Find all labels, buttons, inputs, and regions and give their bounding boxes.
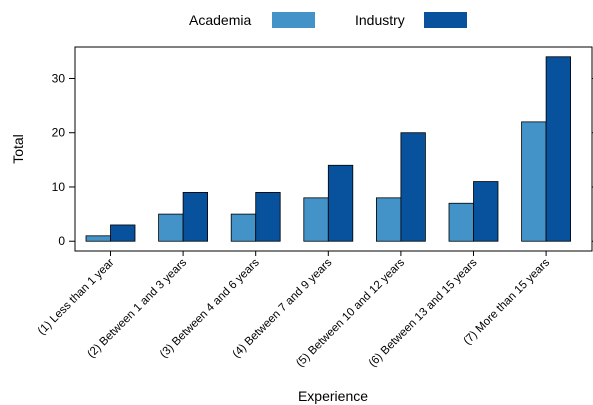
y-tick-label: 20 [52, 126, 66, 140]
bars-group [85, 56, 571, 242]
legend-swatch-industry [424, 12, 467, 28]
bar-academia-1 [85, 235, 111, 242]
y-axis-title: Total [10, 134, 26, 164]
x-axis-title: Experience [298, 388, 368, 404]
bar-academia-7 [521, 121, 547, 242]
bar-industry-1 [110, 224, 136, 242]
bar-industry-7 [545, 56, 571, 242]
plot-frame [74, 46, 593, 252]
legend-label-academia: Academia [189, 12, 251, 28]
bar-industry-3 [255, 191, 281, 242]
bar-industry-5 [400, 132, 426, 242]
legend-swatch-academia [272, 12, 315, 28]
x-tick-label: (1) Less than 1 year [36, 257, 117, 338]
legend: Academia Industry [189, 12, 467, 28]
y-tick-label: 0 [58, 234, 65, 248]
bar-academia-4 [303, 197, 329, 242]
legend-label-industry: Industry [355, 12, 405, 28]
bar-academia-2 [158, 213, 184, 242]
bar-academia-5 [375, 197, 402, 242]
bar-industry-6 [473, 181, 499, 242]
bar-industry-4 [327, 164, 354, 242]
bar-academia-3 [230, 213, 257, 242]
y-tick-label: 30 [52, 71, 66, 85]
y-axis: 0 10 20 30 [52, 71, 593, 248]
y-tick-label: 10 [52, 180, 66, 194]
bar-industry-2 [182, 191, 209, 242]
x-axis: (1) Less than 1 year(2) Between 1 and 3 … [36, 251, 552, 370]
x-tick-label: (7) More than 15 years [461, 256, 552, 347]
bar-academia-6 [448, 202, 474, 242]
